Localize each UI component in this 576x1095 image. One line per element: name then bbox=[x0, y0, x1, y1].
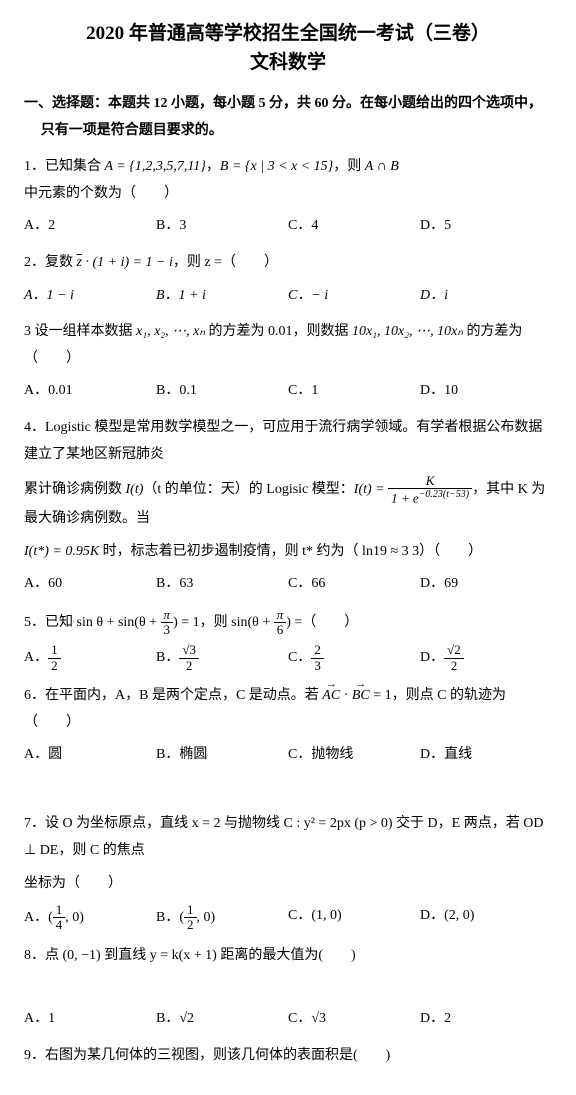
option-d: D．2 bbox=[420, 1006, 552, 1033]
option-b: B．1 + i bbox=[156, 283, 288, 310]
question-4-line3: I(t*) = 0.95K 时，标志着已初步遏制疫情，则 t* 约为（ ln19… bbox=[24, 539, 552, 566]
option-a: A．0.01 bbox=[24, 378, 156, 405]
option-a: A．1 − i bbox=[24, 283, 156, 310]
question-9: 9．右图为某几何体的三视图，则该几何体的表面积是( ) bbox=[24, 1043, 552, 1070]
question-3: 3 设一组样本数据 x₁, x₂, ⋯, xₙ 的方差为 0.01，则数据 10… bbox=[24, 319, 552, 372]
option-d: D．√22 bbox=[420, 643, 552, 673]
option-c: C．1 bbox=[288, 378, 420, 405]
option-b: B．63 bbox=[156, 571, 288, 598]
title-line-1: 2020 年普通高等学校招生全国统一考试（三卷） bbox=[24, 20, 552, 49]
question-2: 2．复数 z · (1 + i) = 1 − i，则 z =（ ） bbox=[24, 250, 552, 277]
question-7-b: 坐标为（ ） bbox=[24, 871, 552, 898]
option-c: C．− i bbox=[288, 283, 420, 310]
option-c: C．抛物线 bbox=[288, 742, 420, 769]
option-b: B．(12, 0) bbox=[156, 903, 288, 933]
option-b: B．3 bbox=[156, 213, 288, 240]
question-7: 7．设 O 为坐标原点，直线 x = 2 与抛物线 C : y² = 2px (… bbox=[24, 811, 552, 864]
option-c: C．66 bbox=[288, 571, 420, 598]
question-1: 1．已知集合 A = {1,2,3,5,7,11}，B = {x | 3 < x… bbox=[24, 154, 552, 207]
question-4-line2: 累计确诊病例数 I(t)（t 的单位：天）的 Logisic 模型：I(t) =… bbox=[24, 474, 552, 533]
question-6-options: A．圆 B．椭圆 C．抛物线 D．直线 bbox=[24, 742, 552, 769]
option-a: A．60 bbox=[24, 571, 156, 598]
title-line-2: 文科数学 bbox=[24, 49, 552, 78]
option-a: A．1 bbox=[24, 1006, 156, 1033]
question-8-options: A．1 B．√2 C．√3 D．2 bbox=[24, 1006, 552, 1033]
option-a: A．12 bbox=[24, 643, 156, 673]
question-8: 8．点 (0, −1) 到直线 y = k(x + 1) 距离的最大值为( ) bbox=[24, 943, 552, 970]
option-b: B．√32 bbox=[156, 643, 288, 673]
option-b: B．椭圆 bbox=[156, 742, 288, 769]
option-c: C．√3 bbox=[288, 1006, 420, 1033]
question-3-options: A．0.01 B．0.1 C．1 D．10 bbox=[24, 378, 552, 405]
option-a: A．2 bbox=[24, 213, 156, 240]
option-d: D．5 bbox=[420, 213, 552, 240]
option-c: C．(1, 0) bbox=[288, 903, 420, 933]
option-a: A．圆 bbox=[24, 742, 156, 769]
option-d: D．i bbox=[420, 283, 552, 310]
question-1-options: A．2 B．3 C．4 D．5 bbox=[24, 213, 552, 240]
option-a: A．(14, 0) bbox=[24, 903, 156, 933]
option-d: D．(2, 0) bbox=[420, 903, 552, 933]
question-2-options: A．1 − i B．1 + i C．− i D．i bbox=[24, 283, 552, 310]
option-c: C．4 bbox=[288, 213, 420, 240]
option-c: C．23 bbox=[288, 643, 420, 673]
question-7-options: A．(14, 0) B．(12, 0) C．(1, 0) D．(2, 0) bbox=[24, 903, 552, 933]
exam-title: 2020 年普通高等学校招生全国统一考试（三卷） 文科数学 bbox=[24, 20, 552, 77]
option-b: B．√2 bbox=[156, 1006, 288, 1033]
question-5: 5．已知 sin θ + sin(θ + π3) = 1，则 sin(θ + π… bbox=[24, 608, 552, 638]
question-5-options: A．12 B．√32 C．23 D．√22 bbox=[24, 643, 552, 673]
question-4: 4．Logistic 模型是常用数学模型之一，可应用于流行病学领域。有学者根据公… bbox=[24, 415, 552, 468]
option-d: D．直线 bbox=[420, 742, 552, 769]
question-4-options: A．60 B．63 C．66 D．69 bbox=[24, 571, 552, 598]
option-b: B．0.1 bbox=[156, 378, 288, 405]
section-1-header: 一、选择题：本题共 12 小题，每小题 5 分，共 60 分。在每小题给出的四个… bbox=[24, 91, 552, 144]
option-d: D．69 bbox=[420, 571, 552, 598]
question-6: 6．在平面内，A，B 是两个定点，C 是动点。若 AC · BC = 1，则点 … bbox=[24, 683, 552, 736]
option-d: D．10 bbox=[420, 378, 552, 405]
